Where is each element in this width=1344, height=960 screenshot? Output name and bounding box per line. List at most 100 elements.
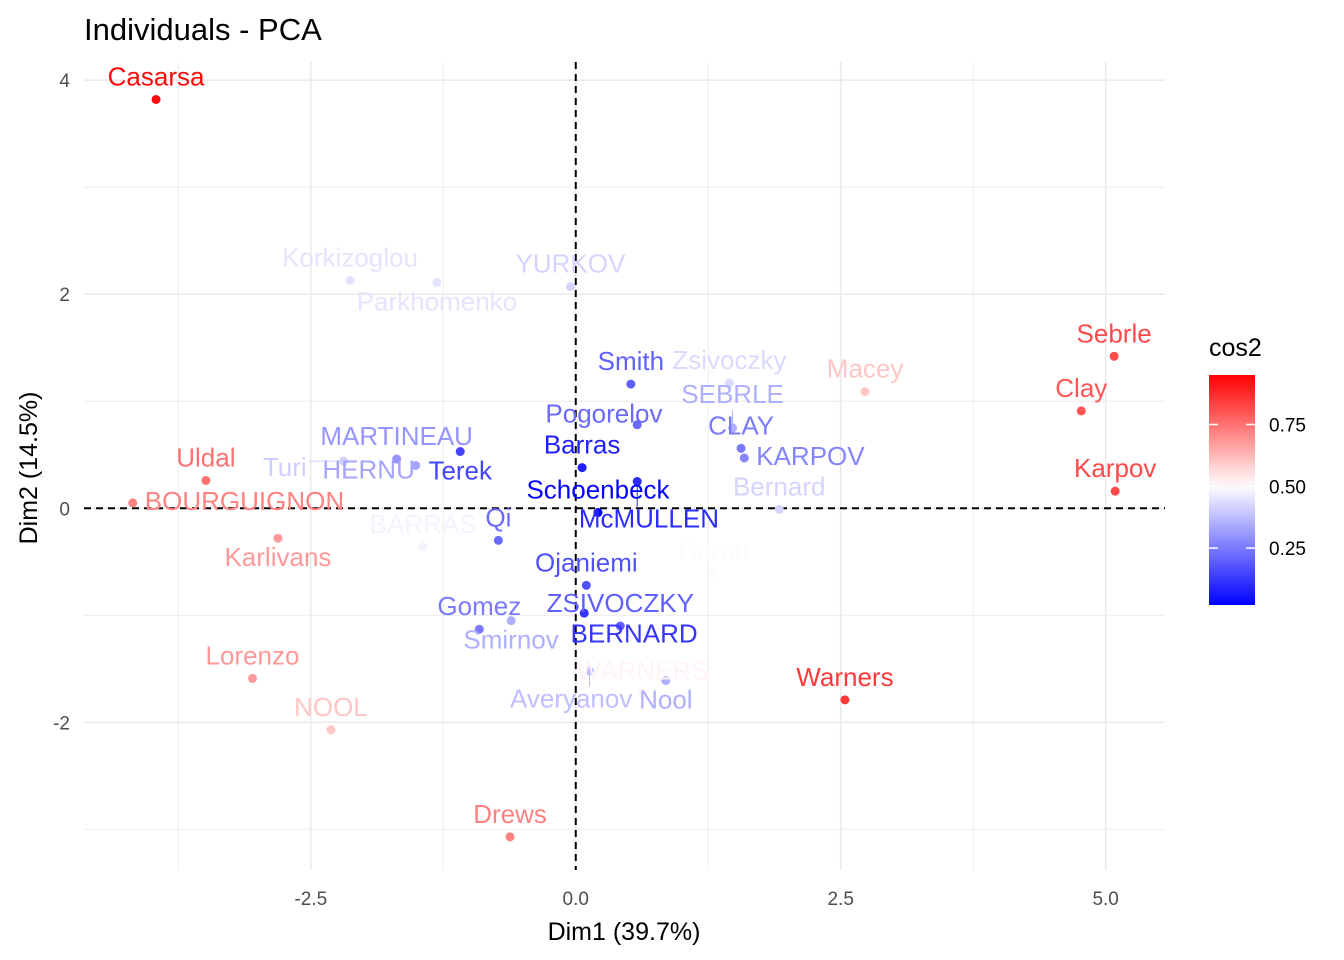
point-sebrle bbox=[728, 423, 738, 433]
point-label-mcmullen: McMULLEN bbox=[579, 504, 719, 534]
point-pogorelov bbox=[632, 420, 642, 430]
point-clay bbox=[736, 443, 746, 453]
point-hernu bbox=[709, 569, 719, 579]
point-label-turi: Turi bbox=[263, 452, 307, 482]
point-label-qi: Qi bbox=[485, 502, 511, 532]
point-label-zsivoczky: ZSIVOCZKY bbox=[547, 588, 694, 618]
point-label-macey: Macey bbox=[827, 354, 904, 384]
point-label-smith: Smith bbox=[598, 346, 664, 376]
point-label-warners: Warners bbox=[796, 662, 893, 692]
point-label-sebrle: SEBRLE bbox=[681, 379, 784, 409]
points bbox=[128, 94, 1120, 842]
point-karlivans bbox=[273, 533, 283, 543]
point-label-clay: CLAY bbox=[708, 410, 774, 440]
legend: cos2 0.25 0.50 0.75 bbox=[1209, 334, 1306, 605]
point-mcmullen bbox=[632, 477, 642, 487]
point-nool bbox=[661, 676, 671, 686]
colorbar bbox=[1209, 375, 1255, 605]
x-tick-label: 2.5 bbox=[827, 889, 853, 910]
point-turi bbox=[339, 456, 349, 466]
legend-title: cos2 bbox=[1209, 334, 1262, 362]
point-nool bbox=[326, 725, 336, 735]
chart-title: Individuals - PCA bbox=[84, 12, 322, 47]
point-barras bbox=[577, 463, 587, 473]
point-label-clay: Clay bbox=[1055, 373, 1107, 403]
point-label-pogorelov: Pogorelov bbox=[545, 399, 662, 429]
point-label-terek: Terek bbox=[428, 456, 493, 486]
point-label-barras: BARRAS bbox=[370, 509, 477, 539]
point-macey bbox=[860, 387, 870, 397]
point-label-zsivoczky: Zsivoczky bbox=[672, 345, 786, 375]
point-martineau bbox=[392, 454, 402, 464]
point-label-nool: Nool bbox=[639, 685, 692, 715]
point-label-smirnov: Smirnov bbox=[463, 625, 558, 655]
y-tick-label: 0 bbox=[59, 499, 70, 520]
point-label-drews: Drews bbox=[473, 799, 547, 829]
y-tick-label: 2 bbox=[59, 285, 70, 306]
point-terek bbox=[455, 447, 465, 457]
point-karpov bbox=[1110, 486, 1120, 496]
legend-tick-label: 0.75 bbox=[1269, 415, 1306, 436]
point-label-hernu: HERNU bbox=[322, 455, 414, 485]
x-tick-label: 0.0 bbox=[563, 889, 589, 910]
point-parkhomenko bbox=[432, 277, 442, 287]
point-label-casarsa: Casarsa bbox=[108, 61, 205, 91]
grid bbox=[84, 62, 1165, 870]
point-label-karpov: KARPOV bbox=[756, 441, 865, 471]
point-smirnov bbox=[506, 616, 516, 626]
point-smith bbox=[626, 379, 636, 389]
x-tick-label: -2.5 bbox=[294, 889, 327, 910]
point-label-uldal: Uldal bbox=[176, 442, 235, 472]
y-axis-title: Dim2 (14.5%) bbox=[15, 392, 43, 545]
point-label-sebrle: Sebrle bbox=[1077, 318, 1152, 348]
point-averyanov bbox=[585, 666, 595, 676]
point-label-martineau: MARTINEAU bbox=[320, 421, 473, 451]
point-gomez bbox=[474, 624, 484, 634]
point-bourguignon bbox=[128, 498, 138, 508]
point-karpov bbox=[739, 453, 749, 463]
point-label-hernu: Hernu bbox=[678, 536, 749, 566]
legend-tick-label: 0.50 bbox=[1269, 477, 1306, 498]
x-tick-label: 5.0 bbox=[1092, 889, 1118, 910]
point-barras bbox=[418, 542, 428, 552]
point-label-bourguignon: BOURGUIGNON bbox=[145, 486, 344, 516]
point-label-korkizoglou: Korkizoglou bbox=[282, 242, 418, 272]
point-label-lorenzo: Lorenzo bbox=[206, 640, 300, 670]
point-sebrle bbox=[1109, 351, 1119, 361]
point-label-karpov: Karpov bbox=[1074, 453, 1156, 483]
point-korkizoglou bbox=[345, 275, 355, 285]
point-label-parkhomenko: Parkhomenko bbox=[357, 286, 517, 316]
point-label-bernard: BERNARD bbox=[571, 618, 698, 648]
point-qi bbox=[493, 535, 503, 545]
y-tick-label: 4 bbox=[59, 71, 70, 92]
point-ojaniemi bbox=[581, 580, 591, 590]
point-yurkov bbox=[565, 282, 575, 292]
point-casarsa bbox=[151, 94, 161, 104]
point-label-ojaniemi: Ojaniemi bbox=[535, 547, 638, 577]
point-zsivoczky bbox=[615, 621, 625, 631]
tick-labels: -2.5 0.0 2.5 5.0 -2 0 2 4 bbox=[53, 71, 1119, 910]
point-warners bbox=[840, 695, 850, 705]
point-zsivoczky bbox=[724, 378, 734, 388]
point-label-schoenbeck: Schoenbeck bbox=[526, 475, 670, 505]
point-label-gomez: Gomez bbox=[437, 591, 521, 621]
point-schoenbeck bbox=[593, 508, 603, 518]
point-bernard bbox=[774, 504, 784, 514]
reference-lines bbox=[84, 62, 1165, 870]
point-bernard bbox=[579, 608, 589, 618]
point-label-barras: Barras bbox=[544, 430, 621, 460]
point-hernu bbox=[411, 460, 421, 470]
point-label-nool: NOOL bbox=[294, 692, 368, 722]
point-label-yurkov: YURKOV bbox=[516, 249, 626, 279]
point-labels: Casarsa Macey Warners Drews Korkizoglou Parkh… bbox=[108, 61, 1157, 828]
point-label-karlivans: Karlivans bbox=[224, 542, 331, 572]
point-warners bbox=[638, 688, 648, 698]
point-label-warners: WARNERS bbox=[577, 655, 709, 685]
point-uldal bbox=[201, 475, 211, 485]
point-label-bernard: Bernard bbox=[733, 471, 826, 501]
point-drews bbox=[505, 832, 515, 842]
legend-tick-label: 0.25 bbox=[1269, 539, 1306, 560]
point-lorenzo bbox=[248, 673, 258, 683]
x-axis-title: Dim1 (39.7%) bbox=[548, 918, 701, 946]
